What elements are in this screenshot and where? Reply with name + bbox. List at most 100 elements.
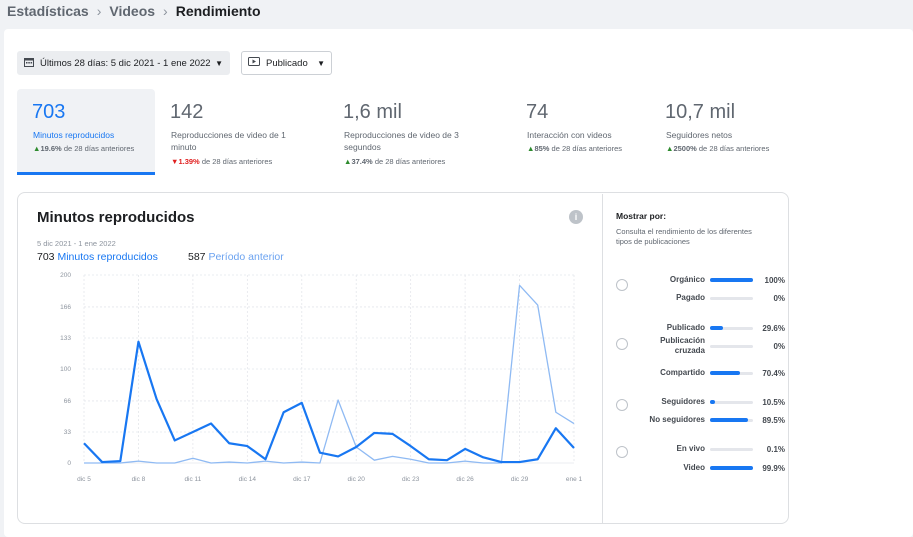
series-line-current <box>83 340 575 464</box>
breakdown-row: Video 99.9% <box>630 461 790 475</box>
metric-label: Seguidores netos <box>666 130 733 140</box>
breakdown-label: Orgánico <box>669 275 705 284</box>
chart-card: Minutos reproducidos i 5 dic 2021 - 1 en… <box>17 192 789 524</box>
breakdown-bar <box>710 417 753 422</box>
breakdown-percent: 0% <box>773 293 785 303</box>
metric-tab-net-followers[interactable]: 10,7 mil Seguidores netos ▲2500% de 28 d… <box>650 89 800 175</box>
legend-previous[interactable]: 587 Período anterior <box>188 251 284 263</box>
show-by-radio[interactable] <box>616 399 628 411</box>
metric-change: ▲19.6% de 28 días anteriores <box>33 144 135 153</box>
show-by-radio[interactable] <box>616 338 628 350</box>
metric-tab-minutes-viewed[interactable]: 703 Minutos reproducidos ▲19.6% de 28 dí… <box>17 89 155 175</box>
breakdown-label: Publicado <box>666 323 705 332</box>
breakdown-label: En vivo <box>676 444 705 453</box>
chevron-right-icon: › <box>96 3 102 19</box>
metric-change-value: 1.39% <box>178 157 200 166</box>
chart-date-range: 5 dic 2021 - 1 ene 2022 <box>37 239 116 248</box>
legend-previous-label: Período anterior <box>208 251 284 263</box>
caret-down-icon: ▼ <box>215 58 223 68</box>
breakdown-label: Compartido <box>660 368 705 377</box>
metric-change: ▲85% de 28 días anteriores <box>527 144 623 153</box>
x-tick-label: dic 20 <box>348 476 366 483</box>
metric-label: Reproducciones de video de 1 minuto <box>171 130 286 152</box>
show-by-description: Consulta el rendimiento de los diferente… <box>616 227 752 246</box>
breakdown-bar-fill <box>710 465 753 470</box>
metric-change: ▼1.39% de 28 días anteriores <box>171 157 273 166</box>
chevron-right-icon: › <box>163 3 168 19</box>
breakdown-bar <box>710 399 753 404</box>
metric-change: ▲37.4% de 28 días anteriores <box>344 157 446 166</box>
y-tick-label: 100 <box>60 366 71 373</box>
metric-change-value: 2500% <box>673 144 697 153</box>
x-tick-label: dic 29 <box>511 476 529 483</box>
metric-change-value: 37.4% <box>351 157 373 166</box>
breakdown-row: Publicado 29.6% <box>630 321 790 335</box>
card-title: Minutos reproducidos <box>37 209 195 226</box>
metric-label: Reproducciones de video de 3 segundos <box>344 130 459 152</box>
date-range-dropdown[interactable]: Últimos 28 días: 5 dic 2021 - 1 ene 2022… <box>17 51 230 75</box>
top-bar: Estadísticas › Videos › Rendimiento <box>0 0 913 26</box>
breakdown-bar-fill <box>710 370 741 375</box>
breakdown-bar-fill <box>710 417 749 422</box>
breadcrumb-performance: Rendimiento <box>175 3 261 19</box>
breakdown-row: Publicación cruzada 0% <box>630 336 790 355</box>
arrow-up-icon: ▲ <box>344 157 352 166</box>
breakdown-bar <box>710 370 753 375</box>
legend-current-count: 703 <box>37 251 55 263</box>
video-icon <box>248 57 260 69</box>
x-tick-label: dic 8 <box>132 476 146 483</box>
status-label: Publicado <box>266 57 308 69</box>
breakdown-label: Video <box>683 463 705 472</box>
y-tick-label: 0 <box>67 460 71 467</box>
metric-change-value: 19.6% <box>40 144 62 153</box>
metric-label: Interacción con videos <box>527 130 612 140</box>
legend-previous-count: 587 <box>188 251 206 263</box>
breakdown-bar <box>710 344 753 348</box>
x-tick-label: dic 17 <box>293 476 311 483</box>
metric-value: 142 <box>170 101 204 123</box>
divider <box>602 194 603 524</box>
series-line-previous <box>84 284 575 464</box>
legend-current[interactable]: 703 Minutos reproducidos <box>37 251 158 263</box>
breakdown-row: Compartido 70.4% <box>630 366 790 380</box>
x-tick-label: dic 5 <box>77 476 91 483</box>
y-tick-label: 133 <box>60 335 71 342</box>
breakdown-row: Pagado 0% <box>630 291 790 305</box>
breakdown-bar-fill <box>710 277 753 282</box>
status-dropdown[interactable]: Publicado ▼ <box>241 51 332 75</box>
show-by-radio[interactable] <box>616 446 628 458</box>
breakdown-bar <box>710 446 753 451</box>
breakdown-percent: 10.5% <box>762 397 785 407</box>
info-icon[interactable]: i <box>569 210 583 224</box>
metric-change: ▲2500% de 28 días anteriores <box>666 144 770 153</box>
show-by-radio[interactable] <box>616 279 628 291</box>
breadcrumb-videos[interactable]: Videos <box>109 3 156 19</box>
metric-tab-1min-views[interactable]: 142 Reproducciones de video de 1 minuto … <box>155 89 325 175</box>
x-tick-label: dic 14 <box>239 476 257 483</box>
breadcrumb-statistics[interactable]: Estadísticas <box>7 3 89 19</box>
metric-tab-3s-views[interactable]: 1,6 mil Reproducciones de video de 3 seg… <box>328 89 508 175</box>
breakdown-row: Seguidores 10.5% <box>630 395 790 409</box>
metric-label: Minutos reproducidos <box>33 130 115 140</box>
x-tick-label: dic 26 <box>456 476 474 483</box>
breakdown-label: Publicación cruzada <box>660 336 705 355</box>
x-tick-label: dic 11 <box>184 476 201 483</box>
breakdown-row: Orgánico 100% <box>630 273 790 287</box>
breakdown-bar <box>710 277 753 282</box>
breakdown-bar <box>710 465 753 470</box>
metric-value: 10,7 mil <box>665 101 736 123</box>
breakdown-bar-fill <box>710 399 715 404</box>
caret-down-icon: ▼ <box>317 58 325 68</box>
breakdown-percent: 89.5% <box>762 415 785 425</box>
breakdown-percent: 0% <box>773 341 785 351</box>
breakdown-bar <box>710 325 753 330</box>
metric-value: 1,6 mil <box>343 101 402 123</box>
metric-tab-interaction[interactable]: 74 Interacción con videos ▲85% de 28 día… <box>511 89 651 175</box>
arrow-up-icon: ▲ <box>666 144 674 153</box>
breakdown-percent: 99.9% <box>762 463 785 473</box>
breakdown-bar <box>710 296 753 300</box>
calendar-icon <box>24 57 34 70</box>
y-tick-label: 33 <box>64 429 72 436</box>
metric-value: 74 <box>526 101 549 123</box>
arrow-up-icon: ▲ <box>527 144 535 153</box>
